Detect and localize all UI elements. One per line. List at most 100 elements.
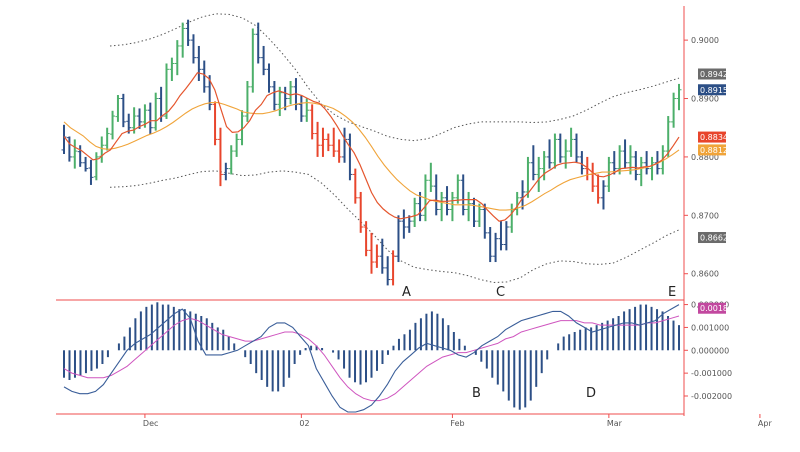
price-bar: [261, 45, 267, 76]
price-bar: [406, 215, 412, 233]
price-bar: [169, 57, 175, 81]
price-bar: [498, 221, 504, 251]
price-bar: [374, 244, 380, 268]
price-bar: [315, 121, 321, 157]
price-bar: [638, 156, 644, 187]
price-bar: [600, 180, 606, 210]
price-bar: [563, 139, 569, 169]
price-bar: [347, 133, 353, 181]
price-tick-label: 0.8800: [691, 153, 719, 162]
price-bars: [61, 19, 682, 286]
price-tick-label: 0.9000: [691, 36, 719, 45]
price-bar: [72, 139, 78, 169]
price-bar: [509, 203, 515, 233]
price-bar: [83, 156, 89, 172]
upper-band-line: [109, 13, 680, 142]
price-bar: [88, 159, 94, 185]
price-bar: [460, 174, 466, 216]
price-bar: [433, 174, 439, 216]
price-bar: [77, 145, 83, 167]
price-bar: [401, 209, 407, 239]
price-bar: [449, 191, 455, 222]
callout-d: D: [586, 386, 596, 401]
price-bar: [525, 156, 531, 198]
price-bar: [471, 197, 477, 227]
price-badge-1-box: [698, 84, 726, 96]
price-bar: [271, 81, 277, 111]
price-bar: [153, 92, 159, 131]
price-bar: [223, 162, 229, 181]
price-bar: [385, 256, 391, 286]
time-tick-label: Mar: [607, 419, 623, 428]
price-bar: [180, 22, 186, 58]
price-bar: [622, 139, 628, 169]
macd-tick-label: 0.000000: [691, 346, 729, 355]
price-bar: [266, 63, 272, 93]
macd-badge-label: 0.00184: [700, 304, 733, 313]
signal-line: [63, 315, 680, 402]
macd-badge-box: [698, 302, 726, 314]
price-bar: [239, 110, 245, 146]
price-bar: [358, 191, 364, 233]
price-bar: [627, 145, 633, 175]
price-bar: [174, 40, 180, 76]
price-badge-3: 0.8812: [698, 144, 728, 156]
price-bar: [196, 45, 202, 81]
price-badge-1: 0.8915: [698, 84, 728, 96]
axis-ticks: 0.86000.87000.88000.89000.90000.0020000.…: [143, 36, 773, 428]
price-bar: [369, 232, 374, 274]
price-bar: [379, 238, 385, 274]
price-bar: [255, 22, 261, 64]
price-bar: [633, 151, 639, 181]
price-bar: [557, 133, 563, 163]
price-bar: [331, 127, 337, 157]
price-badge-0-label: 0.8942: [700, 70, 728, 79]
price-bar: [503, 221, 509, 251]
price-badge-3-label: 0.8812: [700, 146, 728, 155]
price-bar: [395, 215, 401, 263]
price-bar: [126, 113, 132, 134]
price-tick-label: 0.8900: [691, 95, 719, 104]
price-bar: [325, 133, 331, 152]
macd-lines: [63, 304, 680, 413]
price-bar: [342, 127, 348, 163]
price-bar: [536, 156, 542, 192]
value-badges: 0.8942 0.8915 0.8834 0.8812 0.8662 0.00184: [698, 68, 733, 314]
price-tick-label: 0.8600: [691, 270, 719, 279]
price-bar: [147, 102, 153, 135]
price-bar: [439, 191, 445, 222]
price-bar: [288, 81, 294, 105]
price-bar: [590, 162, 596, 192]
price-bar: [115, 95, 121, 122]
bollinger-bands: [109, 13, 680, 284]
price-bar: [217, 127, 223, 187]
price-bar: [541, 151, 547, 181]
price-bar: [606, 156, 612, 192]
price-bar: [66, 136, 72, 162]
price-bar: [412, 197, 418, 227]
price-bar: [320, 127, 326, 157]
price-bar: [336, 139, 342, 163]
macd-badge: 0.00184: [698, 302, 733, 314]
price-bar: [309, 104, 315, 140]
price-bar: [579, 151, 585, 175]
macd-histogram: [63, 302, 680, 410]
macd-tick-label: 0.001000: [691, 323, 729, 332]
price-bar: [676, 83, 682, 111]
price-badge-4: 0.8662: [698, 232, 728, 244]
price-bar: [476, 203, 482, 227]
price-bar: [568, 127, 574, 157]
price-badge-3-box: [698, 144, 726, 156]
price-bar: [520, 180, 526, 210]
moving-averages: [63, 72, 680, 222]
price-bar: [234, 133, 240, 157]
callout-a: A: [402, 285, 411, 300]
price-bar: [99, 136, 105, 163]
price-bar: [212, 101, 218, 146]
price-bar: [574, 133, 579, 163]
time-tick-label: Feb: [450, 419, 464, 428]
price-bar: [455, 174, 461, 204]
price-bar: [487, 227, 493, 263]
price-bar: [530, 145, 536, 181]
